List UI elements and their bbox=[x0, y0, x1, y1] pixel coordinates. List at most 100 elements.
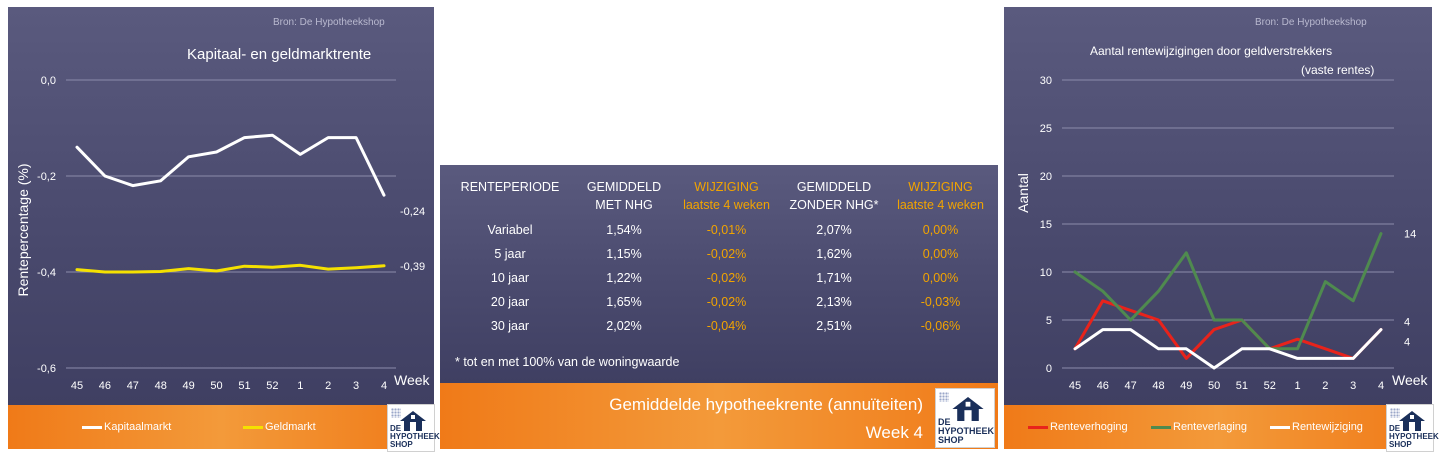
right-source-label: Bron: De Hypotheekshop bbox=[1255, 17, 1367, 28]
cell-met-nhg: 1,54% bbox=[606, 223, 642, 237]
x-tick-label: 48 bbox=[155, 380, 167, 392]
rate-changes-chart: 0 5 10 15 20 25 30 45 46 47 48 49 50 51 52 1 2 3 4 Week Aant… bbox=[1015, 75, 1429, 392]
hypotheekshop-logo-left: DE HYPOTHEEK SHOP bbox=[387, 404, 440, 452]
x-tick-label: 46 bbox=[99, 380, 111, 392]
mortgage-title: Gemiddelde hypotheekrente (annuïteiten) bbox=[609, 395, 923, 414]
mortgage-rates-panel bbox=[440, 165, 998, 383]
x-tick-label: 3 bbox=[353, 380, 359, 392]
series-line-renteverlaging bbox=[1073, 232, 1383, 351]
y-tick-label: 0 bbox=[1046, 363, 1052, 375]
legend-renteverlaging-swatch bbox=[1151, 425, 1171, 429]
capital-money-market-panel bbox=[8, 7, 434, 405]
legend-rentewijziging: Rentewijziging bbox=[1270, 421, 1363, 433]
y-axis-label: Rentepercentage (%) bbox=[15, 163, 31, 296]
x-tick-label: 51 bbox=[1236, 380, 1248, 392]
x-tick-label: 45 bbox=[71, 380, 83, 392]
end-value-label: 4 bbox=[1404, 317, 1410, 329]
left-chart-title: Kapitaal- en geldmarktrente bbox=[187, 46, 372, 63]
y-tick-label: 30 bbox=[1040, 75, 1052, 87]
cell-change-met-nhg: -0,02% bbox=[706, 271, 747, 285]
legend-kapitaalmarkt-swatch bbox=[82, 425, 102, 429]
table-row: Variabel 1,54% -0,01% 2,07% 0,00% bbox=[446, 218, 992, 242]
series-line-kapitaalmarkt bbox=[75, 133, 386, 197]
y-tick-label: 5 bbox=[1046, 315, 1052, 327]
header-gemiddeld-zonder-nhg: GEMIDDELD ZONDER NHG* bbox=[789, 180, 879, 212]
x-tick-label: 46 bbox=[1097, 380, 1109, 392]
house-icon bbox=[1399, 411, 1425, 431]
cell-met-nhg: 1,15% bbox=[606, 247, 642, 261]
logo-text: DE HYPOTHEEK SHOP bbox=[1389, 424, 1439, 449]
cell-change-zonder-nhg: -0,03% bbox=[920, 295, 961, 309]
x-tick-label: 4 bbox=[1378, 380, 1384, 392]
cell-change-met-nhg: -0,02% bbox=[706, 247, 747, 261]
header-wijziging-2: WIJZIGING laatste 4 weken bbox=[897, 180, 984, 212]
cell-met-nhg: 2,02% bbox=[606, 319, 642, 333]
house-icon bbox=[400, 411, 426, 431]
logo-dots bbox=[939, 392, 949, 402]
header-wijziging-1: WIJZIGING laatste 4 weken bbox=[683, 180, 770, 212]
right-chart-title: Aantal rentewijzigingen door geldverstre… bbox=[1090, 44, 1333, 58]
table-footnote: * tot en met 100% van de woningwaarde bbox=[455, 355, 680, 369]
table-header-row: RENTEPERIODE GEMIDDELD MET NHG WIJZIGING l… bbox=[446, 178, 992, 214]
x-tick-label: 1 bbox=[1294, 380, 1300, 392]
x-tick-label: 3 bbox=[1350, 380, 1356, 392]
legend-kapitaalmarkt-label: Kapitaalmarkt bbox=[104, 421, 172, 433]
x-tick-label: 47 bbox=[1125, 380, 1137, 392]
left-legend-bar bbox=[8, 405, 434, 449]
legend-geldmarkt-label: Geldmarkt bbox=[265, 421, 316, 433]
legend-renteverlaging: Renteverlaging bbox=[1151, 421, 1247, 433]
series-line-renteverhoging bbox=[1073, 299, 1383, 360]
hypotheekshop-logo-right: DE HYPOTHEEK SHOP bbox=[1386, 404, 1439, 452]
table-row: 30 jaar 2,02% -0,04% 2,51% -0,06% bbox=[446, 314, 992, 338]
cell-zonder-nhg: 2,51% bbox=[816, 319, 852, 333]
x-tick-label: 52 bbox=[1264, 380, 1276, 392]
logo-dots bbox=[1390, 408, 1400, 418]
house-icon bbox=[952, 397, 984, 421]
hypotheekshop-logo-middle: DE HYPOTHEEK SHOP bbox=[935, 388, 995, 448]
cell-change-zonder-nhg: 0,00% bbox=[922, 271, 959, 285]
end-value-label: -0,24 bbox=[400, 206, 425, 218]
mortgage-rates-table: RENTEPERIODE GEMIDDELD MET NHG WIJZIGING l… bbox=[446, 178, 992, 338]
logo-text: DE HYPOTHEEK SHOP bbox=[390, 424, 440, 449]
legend-renteverhoging: Renteverhoging bbox=[1028, 421, 1128, 433]
cell-change-zonder-nhg: 0,00% bbox=[922, 247, 959, 261]
right-chart-subtitle: (vaste rentes) bbox=[1301, 63, 1375, 77]
series-line-geldmarkt bbox=[75, 263, 386, 274]
logo-dots bbox=[391, 408, 401, 418]
y-tick-label: -0,6 bbox=[37, 363, 56, 375]
cell-met-nhg: 1,65% bbox=[606, 295, 642, 309]
y-tick-label: -0,2 bbox=[37, 171, 56, 183]
cell-period: 30 jaar bbox=[490, 319, 530, 333]
cell-change-zonder-nhg: 0,00% bbox=[922, 223, 959, 237]
cell-zonder-nhg: 2,13% bbox=[816, 295, 852, 309]
legend-geldmarkt: Geldmarkt bbox=[243, 421, 316, 433]
cell-change-met-nhg: -0,01% bbox=[706, 223, 747, 237]
cell-zonder-nhg: 1,62% bbox=[816, 247, 852, 261]
y-tick-label: -0,4 bbox=[37, 267, 56, 279]
x-tick-label: 4 bbox=[381, 380, 387, 392]
x-axis-label: Week bbox=[394, 372, 431, 388]
y-tick-label: 0,0 bbox=[41, 75, 56, 87]
end-value-label: 14 bbox=[1404, 229, 1416, 241]
right-legend-bar bbox=[1004, 405, 1432, 449]
cell-change-zonder-nhg: -0,06% bbox=[920, 319, 961, 333]
y-tick-label: 20 bbox=[1040, 171, 1052, 183]
cell-period: 5 jaar bbox=[494, 247, 526, 261]
logo-text: DE HYPOTHEEK SHOP bbox=[938, 417, 995, 445]
cell-period: Variabel bbox=[487, 223, 533, 237]
x-tick-label: 49 bbox=[183, 380, 195, 392]
x-axis-label: Week bbox=[1392, 372, 1429, 388]
series-line-rentewijziging bbox=[1073, 328, 1383, 370]
mortgage-title-bar bbox=[440, 383, 998, 449]
x-tick-label: 2 bbox=[325, 380, 331, 392]
cell-period: 20 jaar bbox=[490, 295, 530, 309]
capital-money-market-chart: 0,0 -0,2 -0,4 -0,6 45 46 47 48 49 50 51 52 1 2 3 4 Week R… bbox=[15, 75, 431, 392]
legend-kapitaalmarkt: Kapitaalmarkt bbox=[82, 421, 171, 433]
header-gemiddeld-met-nhg: GEMIDDELD MET NHG bbox=[586, 180, 662, 212]
table-row: 5 jaar 1,15% -0,02% 1,62% 0,00% bbox=[446, 242, 992, 266]
cell-change-met-nhg: -0,04% bbox=[706, 319, 747, 333]
week-label: Week 4 bbox=[865, 423, 923, 442]
header-renteperiode: RENTEPERIODE bbox=[460, 180, 560, 194]
x-tick-label: 49 bbox=[1180, 380, 1192, 392]
x-tick-label: 50 bbox=[210, 380, 222, 392]
